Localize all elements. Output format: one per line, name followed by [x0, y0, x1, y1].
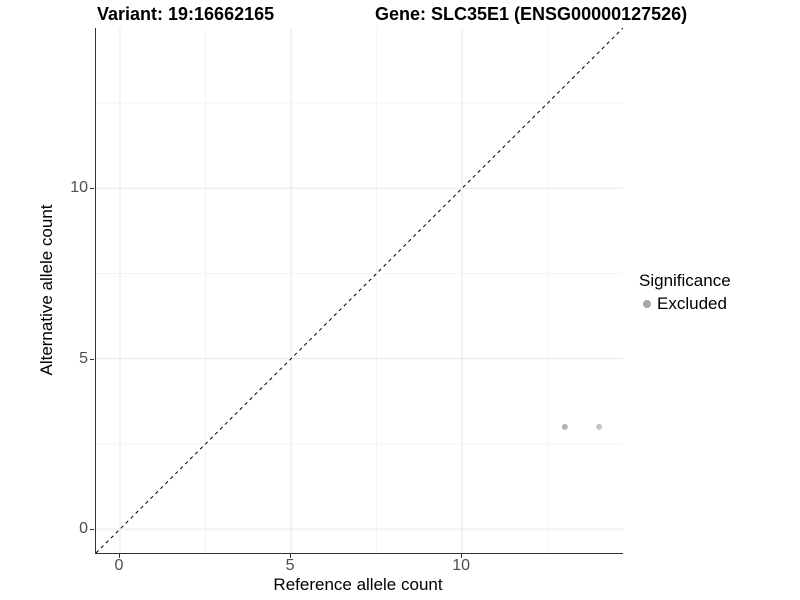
legend-item: Excluded: [639, 294, 731, 314]
y-tick-mark: [90, 188, 94, 190]
y-tick-label: 5: [79, 349, 88, 367]
plot-canvas: [96, 28, 623, 553]
data-point: [596, 423, 603, 430]
x-axis-title: Reference allele count: [273, 575, 443, 594]
x-tick-mark: [290, 554, 292, 558]
y-tick-mark: [90, 529, 94, 531]
identity-line: [96, 28, 623, 553]
y-tick-label: 10: [70, 179, 88, 197]
x-tick-label: 10: [452, 557, 471, 574]
x-tick-mark: [461, 554, 463, 558]
legend-point-icon: [643, 300, 651, 308]
legend-label: Excluded: [657, 294, 727, 313]
legend: Significance Excluded: [639, 271, 731, 314]
legend-title: Significance: [639, 271, 731, 290]
plot-panel: [95, 28, 623, 554]
x-tick-mark: [118, 554, 120, 558]
y-tick-mark: [90, 358, 94, 360]
data-point: [561, 423, 568, 430]
plot-title-gene: Gene: SLC35E1 (ENSG00000127526): [375, 4, 688, 24]
y-tick-label: 0: [79, 520, 88, 538]
plot-title-variant: Variant: 19:16662165: [97, 4, 275, 24]
legend-items: Excluded: [639, 294, 731, 314]
x-tick-label: 5: [285, 557, 295, 574]
x-tick-label: 0: [114, 557, 124, 574]
